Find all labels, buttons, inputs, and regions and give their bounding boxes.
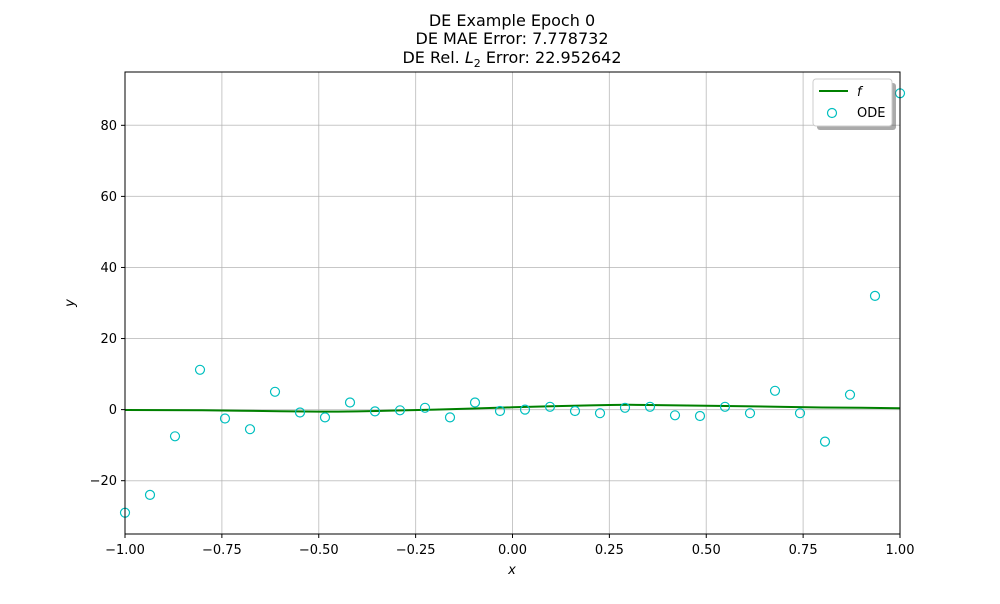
- y-tick-label: 40: [100, 261, 117, 276]
- x-tick-label: 0.50: [692, 543, 721, 558]
- ode-point: [344, 397, 356, 408]
- x-tick-label: 0.25: [595, 543, 624, 558]
- ode-point: [569, 405, 581, 417]
- y-axis-label: y: [63, 299, 78, 308]
- legend-label-f: f: [857, 85, 864, 100]
- title-line-2: DE MAE Error: 7.778732: [416, 29, 609, 48]
- x-tick-label: 0.75: [789, 543, 818, 558]
- grid: [124, 72, 901, 534]
- ode-point: [669, 410, 681, 421]
- ode-point: [819, 436, 831, 447]
- ode-point: [294, 407, 306, 418]
- ode-point: [744, 408, 756, 419]
- ode-point: [544, 401, 556, 412]
- ode-point: [869, 290, 881, 301]
- title-l2-symbol: L: [465, 48, 474, 67]
- ode-point: [444, 412, 456, 423]
- x-tick-label: −1.00: [105, 543, 145, 558]
- ode-point: [719, 401, 731, 412]
- ode-point: [694, 410, 706, 422]
- title-l2-prefix: DE Rel.: [402, 48, 464, 67]
- ode-point: [619, 402, 631, 413]
- line-series: [124, 403, 901, 413]
- ode-point: [844, 389, 856, 400]
- x-tick-label: −0.25: [396, 543, 436, 558]
- ode-point: [244, 424, 256, 435]
- ode-point: [394, 405, 406, 416]
- y-tick-label: 80: [100, 119, 117, 134]
- x-tick-label: 1.00: [886, 543, 915, 558]
- legend: f ODE: [812, 78, 896, 130]
- ode-point: [519, 404, 531, 415]
- ode-point: [419, 402, 431, 413]
- x-axis-ticks: −1.00 −0.75 −0.50 −0.25 0.00 0.25 0.50 0.75 1.00: [105, 534, 914, 558]
- ode-point: [219, 413, 231, 424]
- ode-point: [269, 386, 281, 397]
- x-tick-label: 0.00: [498, 543, 527, 558]
- y-tick-label: 0: [109, 403, 117, 418]
- y-tick-label: −20: [90, 474, 117, 489]
- ode-point: [169, 431, 181, 442]
- legend-marker-swatch: [826, 107, 838, 119]
- ode-point: [469, 397, 481, 408]
- y-axis-ticks: −20 0 20 40 60 80: [90, 119, 125, 489]
- title-l2-subscript: 2: [474, 57, 481, 70]
- ode-point: [769, 385, 781, 396]
- line-f: [124, 403, 901, 413]
- title-line-1: DE Example Epoch 0: [429, 11, 595, 30]
- y-tick-label: 20: [100, 332, 117, 347]
- x-tick-label: −0.50: [299, 543, 339, 558]
- x-tick-label: −0.75: [202, 543, 242, 558]
- ode-point: [144, 489, 156, 500]
- chart-title: DE Example Epoch 0 DE MAE Error: 7.77873…: [402, 11, 621, 70]
- ode-point: [494, 405, 506, 417]
- title-l2-suffix: Error: 22.952642: [481, 48, 622, 67]
- y-tick-label: 60: [100, 190, 117, 205]
- ode-point: [594, 408, 606, 419]
- ode-point: [369, 406, 381, 417]
- ode-point: [794, 408, 806, 419]
- x-axis-label: x: [507, 563, 516, 578]
- ode-point: [644, 401, 656, 412]
- legend-label-ode: ODE: [857, 106, 885, 121]
- ode-point: [319, 412, 331, 423]
- title-line-3: DE Rel. L2 Error: 22.952642: [402, 48, 621, 70]
- ode-point: [194, 364, 206, 375]
